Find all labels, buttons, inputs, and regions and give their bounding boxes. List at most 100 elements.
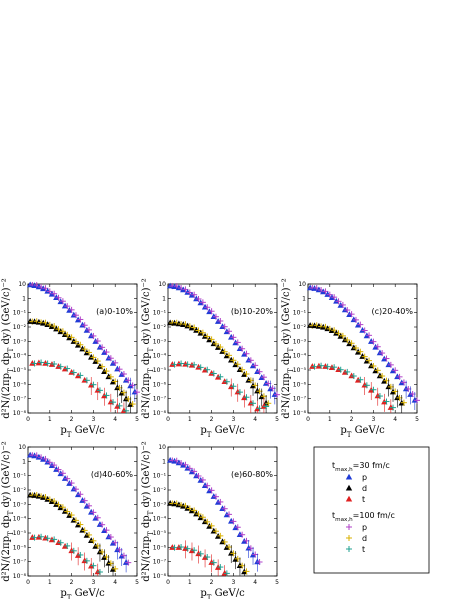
x-tick-label: 0 <box>26 416 30 423</box>
marker-plus-p <box>239 345 246 352</box>
marker-plus-d <box>77 521 84 528</box>
marker-t <box>68 547 75 554</box>
y-tick-label: 10⁻⁷ <box>153 559 167 566</box>
marker-plus-t <box>357 376 364 383</box>
marker-p <box>359 326 366 333</box>
marker-plus-d <box>348 340 355 347</box>
marker-t <box>221 378 228 384</box>
marker-plus-t <box>110 399 117 406</box>
x-tick-label: 0 <box>166 579 170 586</box>
y-tick-label: 10⁻⁷ <box>153 396 167 403</box>
marker-plus-p <box>59 298 66 305</box>
marker-plus-p <box>107 534 114 541</box>
marker-plus-d <box>68 512 75 519</box>
marker-plus-t <box>204 366 211 373</box>
marker-plus-p <box>357 321 364 328</box>
marker-plus-p <box>414 397 420 404</box>
marker-d <box>236 562 244 568</box>
marker-plus-p <box>274 391 280 398</box>
marker-plus-p <box>344 307 351 314</box>
x-tick-label: 4 <box>253 416 257 423</box>
marker-p <box>271 391 279 397</box>
marker-d <box>175 320 183 327</box>
marker-plus-p <box>99 344 106 351</box>
y-tick-label: 10⁻¹ <box>153 310 167 317</box>
marker-t <box>94 568 101 575</box>
marker-plus-t <box>90 562 97 569</box>
marker-plus-t <box>51 360 58 367</box>
marker-plus-t <box>70 369 77 376</box>
marker-plus-t <box>344 368 351 375</box>
marker-d <box>166 499 174 506</box>
x-tick-label: 5 <box>275 416 279 423</box>
legend-title-30: tmax,h=30 fm/c <box>332 461 390 473</box>
marker-plus-d <box>59 328 66 335</box>
marker-t <box>29 359 36 366</box>
marker-plus-d <box>208 336 215 343</box>
marker-plus-d <box>400 399 407 406</box>
marker-d <box>254 387 261 394</box>
marker-plus-t <box>123 407 130 414</box>
marker-plus-d <box>374 367 381 374</box>
y-tick-label: 10⁻¹ <box>153 473 167 480</box>
marker-plus-t <box>331 364 338 371</box>
marker-plus-p <box>339 301 346 308</box>
y-tick-label: 10⁻⁶ <box>293 381 307 388</box>
marker-d <box>228 356 235 363</box>
y-tick-label: 10⁻⁴ <box>153 516 167 523</box>
marker-plus-p <box>212 493 219 500</box>
marker-plus-t <box>116 402 123 409</box>
y-tick-label: 10⁻⁴ <box>293 353 307 360</box>
marker-d <box>44 321 51 328</box>
marker-plus-p <box>94 338 101 345</box>
marker-plus-d <box>72 517 79 524</box>
marker-plus-d <box>361 353 368 360</box>
marker-plus-d <box>86 349 93 356</box>
marker-p <box>385 361 392 368</box>
marker-p <box>88 508 95 515</box>
marker-plus-t <box>197 550 204 557</box>
marker-plus-d <box>204 518 211 525</box>
marker-plus-d <box>221 538 228 545</box>
y-tick-label: 10⁻³ <box>153 338 167 345</box>
panel-0: 10⁻⁸ 10⁻⁷ 10⁻⁶ 10⁻⁵ 10⁻⁴ 10⁻³ 10⁻² 10⁻¹ 1 10 0 1 2 3 4… <box>1 278 140 439</box>
marker-plus-p <box>107 355 114 362</box>
x-tick-label: 1 <box>328 416 332 423</box>
y-tick-label: 10⁻⁸ <box>153 573 167 580</box>
marker-plus-p <box>90 509 97 516</box>
marker-plus-d <box>129 401 136 408</box>
marker-plus-p <box>55 294 62 301</box>
marker-plus-d <box>230 357 237 364</box>
y-tick-label: 10⁻² <box>153 487 167 494</box>
x-tick-label: 0 <box>166 416 170 423</box>
marker-plus-d <box>352 345 359 352</box>
marker-plus-p <box>77 316 84 323</box>
marker-plus-t <box>171 544 178 551</box>
marker-p <box>254 368 261 374</box>
marker-plus-p <box>120 371 127 378</box>
marker-plus-p <box>55 466 62 473</box>
y-axis-label: d²N/(2πpT dpT dy) (GeV/c)⁻² <box>1 278 15 419</box>
marker-p <box>350 316 357 323</box>
marker-plus-p <box>77 491 84 498</box>
y-tick-label: 1 <box>162 458 166 465</box>
marker-p <box>35 283 43 290</box>
marker-plus-p <box>186 465 193 472</box>
marker-p <box>262 379 270 386</box>
marker-plus-t <box>77 551 84 558</box>
marker-plus-p <box>366 332 373 339</box>
plot-frame <box>167 446 278 577</box>
marker-plus-p <box>86 502 93 509</box>
y-tick-label: 10⁻¹ <box>13 473 27 480</box>
marker-plus-p <box>191 468 198 475</box>
marker-plus-d <box>243 568 250 575</box>
plot-frame <box>27 446 138 577</box>
marker-p <box>175 459 183 466</box>
y-tick-label: 10⁻⁵ <box>153 530 167 537</box>
marker-t <box>55 539 62 545</box>
marker-plus-p <box>230 518 237 525</box>
marker-p <box>201 482 209 488</box>
marker-p <box>324 291 331 297</box>
marker-plus-d <box>195 511 202 518</box>
